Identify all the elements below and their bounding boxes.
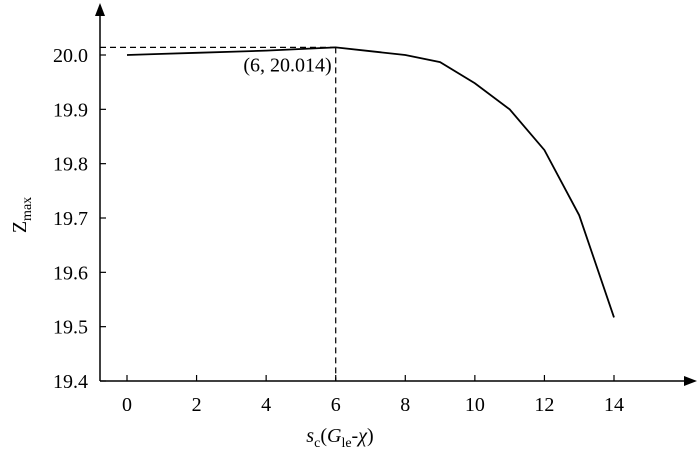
x-label-part: χ — [356, 425, 368, 447]
y-tick-label: 19.7 — [53, 208, 88, 230]
x-tick-label: 6 — [331, 394, 341, 416]
x-tick-label: 12 — [534, 394, 554, 416]
x-label-part: s — [306, 425, 314, 447]
y-arrow — [95, 3, 105, 16]
y-tick-label: 19.9 — [53, 99, 88, 121]
x-label-part: ) — [367, 425, 374, 447]
y-label-part: max — [20, 197, 35, 221]
line-series — [126, 46, 615, 318]
axes — [95, 3, 697, 386]
y-tick-label: 19.6 — [53, 262, 88, 284]
x-label-part: ( — [320, 425, 327, 447]
y-tick-label: 20.0 — [53, 45, 88, 67]
y-label-part: Z — [9, 221, 31, 233]
y-tick-label: 19.4 — [53, 371, 88, 393]
x-arrow — [684, 376, 697, 386]
x-label-part: c — [314, 436, 320, 451]
x-label-part: - — [352, 425, 359, 447]
x-tick-label: 0 — [122, 394, 132, 416]
x-tick-label: 14 — [604, 394, 624, 416]
x-axis-label: sc(Gle-χ) — [306, 425, 373, 451]
x-tick-label: 8 — [400, 394, 410, 416]
x-label-part: le — [341, 436, 351, 451]
y-axis-label: Zmax — [9, 197, 35, 233]
x-tick-label: 10 — [465, 394, 485, 416]
x-tick-label: 4 — [261, 394, 271, 416]
x-label-part: G — [327, 425, 342, 447]
y-tick-label: 19.8 — [53, 154, 88, 176]
annotation: (6, 20.014) — [243, 54, 331, 76]
y-tick-label: 19.5 — [53, 317, 88, 339]
x-tick-label: 2 — [192, 394, 202, 416]
